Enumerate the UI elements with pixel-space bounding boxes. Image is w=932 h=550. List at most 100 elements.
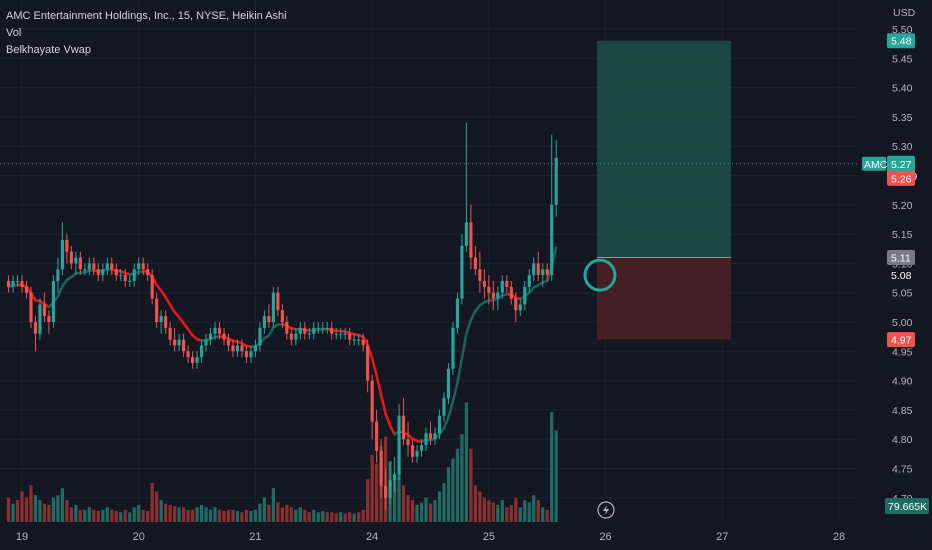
volume-bar (397, 470, 401, 522)
candle-body (217, 327, 222, 334)
lightning-icon (603, 505, 609, 515)
candle-body (523, 286, 527, 305)
volume-bar (217, 509, 222, 522)
price-tick-label: 5.05 (892, 288, 913, 300)
candle-body (482, 280, 486, 287)
candle-body (271, 292, 275, 322)
candle-body (321, 327, 325, 329)
candle-body (249, 351, 253, 358)
volume-bar (137, 504, 141, 522)
volume-bar (271, 487, 276, 522)
candle-body (141, 263, 145, 270)
bid-price-tag: 5.26 (891, 173, 912, 185)
volume-bar (51, 497, 56, 522)
candle-body (366, 345, 370, 381)
candle-body (339, 333, 343, 335)
position-zones[interactable] (597, 40, 731, 340)
entry-high-tag-bg (887, 250, 915, 266)
vwap-segment (361, 335, 369, 347)
volume-bar (87, 507, 91, 522)
volume-bar (38, 500, 42, 522)
volume-bar (316, 512, 320, 522)
volume-bar (509, 504, 513, 522)
candle-body (393, 474, 397, 481)
candle-body (213, 327, 217, 334)
volume-bar (101, 509, 105, 522)
time-tick-label: 27 (716, 531, 728, 543)
volume-bar (550, 412, 554, 522)
volume-bar (83, 509, 87, 522)
candle-body (235, 345, 240, 352)
volume-bar (114, 511, 118, 522)
candle-body (514, 298, 518, 311)
symbol-tag-bg (862, 156, 886, 171)
volume-bar (262, 497, 267, 522)
candle-body (451, 327, 455, 369)
candle-body (150, 275, 154, 299)
volume-bar (514, 497, 518, 522)
candle-body (527, 275, 531, 287)
volume-bar (527, 502, 531, 522)
volume-bar (303, 509, 307, 522)
volume-bar (442, 482, 446, 522)
candle-body (361, 339, 365, 346)
candle-body (240, 345, 244, 352)
candle-body (159, 316, 163, 322)
target-zone[interactable] (597, 40, 731, 258)
target-price-tag: 5.48 (891, 36, 912, 48)
volume-bar (47, 504, 51, 522)
candle-body (419, 445, 424, 451)
volume-bar (181, 507, 186, 522)
vwap-segment (442, 416, 450, 430)
time-tick-label: 28 (833, 531, 845, 543)
candle-body (168, 327, 172, 340)
candle-body (60, 239, 64, 270)
candle-body (186, 351, 190, 358)
entry-price-tag: 5.08 (891, 270, 912, 282)
vwap-segment (56, 284, 64, 298)
time-axis[interactable]: 19 20 21 24 25 26 27 28 (16, 531, 845, 543)
candle-body (343, 333, 347, 335)
lightning-button[interactable] (597, 501, 615, 519)
volume-bar (348, 512, 352, 522)
volume-bar (159, 500, 163, 522)
price-tick-label: 4.80 (892, 434, 913, 446)
candle-body (195, 357, 199, 364)
candle-body (401, 415, 406, 440)
candle-body (469, 222, 473, 258)
time-tick-label: 26 (599, 531, 611, 543)
volume-bar (190, 509, 195, 522)
candle-body (554, 157, 558, 205)
volume-bar (258, 503, 262, 522)
candle-body (330, 327, 334, 334)
candle-body (375, 421, 379, 451)
candle-body (244, 351, 249, 358)
vwap-segment (465, 318, 473, 336)
volume-bar (419, 502, 424, 522)
candle-body (38, 304, 42, 334)
candle-body (78, 257, 82, 270)
candle-body (173, 339, 177, 346)
stop-zone[interactable] (597, 257, 731, 340)
volume-bar (128, 512, 132, 522)
volume-bar (69, 507, 73, 522)
volume-bar (267, 504, 271, 522)
chart-legend[interactable]: AMC Entertainment Holdings, Inc., 15, NY… (6, 8, 287, 59)
candle-body (541, 269, 545, 276)
volume-bar (532, 495, 536, 522)
volume-bar (491, 502, 495, 522)
volume-bar (496, 504, 500, 522)
candle-body (137, 263, 141, 270)
volume-bar (478, 491, 482, 522)
candle-body (51, 280, 55, 322)
bid-price-tag-bg (887, 170, 915, 186)
highlight-circle (583, 258, 617, 292)
vwap-segment (384, 412, 392, 427)
volume-bar (226, 509, 231, 522)
candle-body (101, 269, 105, 276)
candle-body (208, 333, 213, 340)
volume-bar (244, 509, 249, 522)
candle-body (110, 263, 114, 270)
candle-body (262, 316, 266, 328)
